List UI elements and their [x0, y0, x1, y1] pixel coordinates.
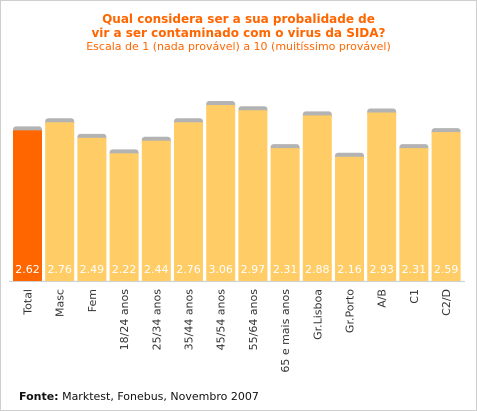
- chart-title-line-1: Qual considera ser a sua probalidade de: [102, 12, 375, 26]
- category-label: A/B: [376, 289, 389, 308]
- category-label: 45/54 anos: [215, 289, 228, 351]
- bar: [141, 140, 171, 281]
- source-note: Fonte: Marktest, Fonebus, Novembro 2007: [19, 390, 259, 403]
- bar-value-label: 2.31: [402, 263, 427, 276]
- category-label: 55/64 anos: [247, 289, 260, 351]
- bar: [335, 156, 364, 281]
- bar: [77, 137, 107, 281]
- chart-title-line-2: vir a ser contaminado com o virus da SID…: [91, 26, 386, 40]
- bar: [13, 130, 42, 281]
- bar-value-label: 2.31: [273, 263, 298, 276]
- bar: [206, 105, 236, 281]
- category-label: Masc: [54, 289, 67, 317]
- bar: [399, 148, 429, 281]
- category-label: Total: [22, 289, 35, 316]
- bar-value-label: 2.93: [369, 263, 394, 276]
- bar-value-label: 2.44: [144, 263, 169, 276]
- bar: [174, 122, 203, 281]
- bar-value-label: 2.16: [337, 263, 362, 276]
- bar-value-label: 2.59: [434, 263, 459, 276]
- bar-value-label: 3.06: [208, 263, 233, 276]
- category-label: Gr.Porto: [344, 289, 357, 333]
- chart-subtitle: Escala de 1 (nada provável) a 10 (muitís…: [86, 40, 391, 53]
- bar: [45, 122, 75, 281]
- category-label: Fem: [86, 289, 99, 312]
- bar-value-label: 2.49: [80, 263, 105, 276]
- bar: [109, 153, 139, 281]
- bar: [431, 132, 461, 281]
- bar-value-label: 2.76: [47, 263, 72, 276]
- category-label: 35/44 anos: [183, 289, 196, 351]
- source-label: Fonte:: [19, 390, 59, 403]
- chart-title: Qual considera ser a sua probalidade de …: [0, 12, 477, 40]
- bar-value-label: 2.62: [15, 263, 40, 276]
- category-label: 65 e mais anos: [279, 289, 292, 373]
- bar: [238, 110, 268, 281]
- bar-value-label: 2.88: [305, 263, 330, 276]
- bar: [367, 112, 397, 282]
- bar-value-label: 2.22: [112, 263, 137, 276]
- bar: [270, 148, 300, 281]
- bar-value-label: 2.76: [176, 263, 201, 276]
- bar: [302, 115, 332, 282]
- category-label: 25/34 anos: [150, 289, 163, 351]
- category-label: C2/D: [440, 289, 453, 316]
- category-label: Gr.Lisboa: [311, 289, 324, 340]
- category-label: C1: [408, 289, 421, 304]
- source-text: Marktest, Fonebus, Novembro 2007: [58, 390, 259, 403]
- bar-value-label: 2.97: [241, 263, 266, 276]
- category-label: 18/24 anos: [118, 289, 131, 351]
